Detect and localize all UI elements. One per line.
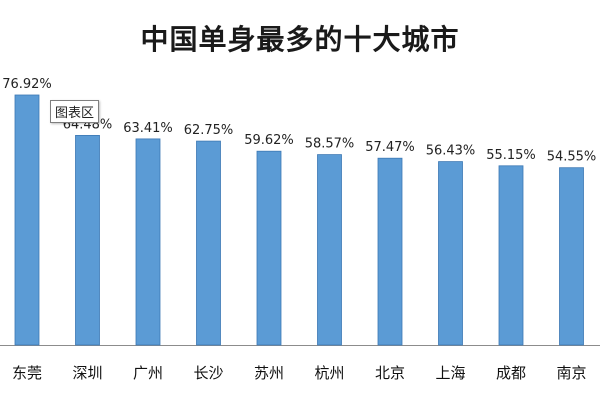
value-label-2: 63.41% <box>123 121 173 136</box>
category-label-9: 南京 <box>556 364 586 382</box>
bar-6 <box>377 157 403 346</box>
bar-1 <box>75 134 100 346</box>
plot-area: 76.92%64.48% 63.41% 62.75%59.62% 58.57% 57.4… <box>0 77 600 382</box>
value-label-8: 55.15% <box>486 148 536 163</box>
bar-7 <box>438 161 463 346</box>
bar-8 <box>498 165 524 346</box>
chart-area-tooltip: 图表区 <box>50 100 100 123</box>
category-label-3: 长沙 <box>193 364 223 382</box>
bars-group <box>14 94 584 346</box>
category-label-0: 东莞 <box>12 364 42 382</box>
value-label-9: 54.55% <box>547 150 597 165</box>
bar-0 <box>14 94 40 346</box>
category-label-6: 北京 <box>375 364 405 382</box>
category-label-7: 上海 <box>435 364 465 382</box>
value-label-5: 58.57% <box>305 137 355 152</box>
bar-2 <box>135 138 161 346</box>
value-label-6: 57.47% <box>365 140 415 155</box>
category-label-5: 杭州 <box>314 364 344 382</box>
value-label-4: 59.62% <box>244 133 294 148</box>
bar-9 <box>559 167 584 346</box>
bar-5 <box>317 154 342 346</box>
category-label-4: 苏州 <box>254 364 284 382</box>
chart-title: 中国单身最多的十大城市 <box>140 23 460 56</box>
category-label-2: 广州 <box>133 364 163 382</box>
bar-3 <box>196 140 221 346</box>
value-label-3: 62.75% <box>184 123 234 138</box>
category-labels-group: 东莞 深圳 广州 长沙 苏州 杭州 北京 上海 成都 南京 <box>12 364 587 382</box>
value-labels-group: 76.92%64.48% 63.41% 62.75%59.62% 58.57% 57.4… <box>2 77 596 165</box>
category-label-1: 深圳 <box>72 364 102 382</box>
value-label-7: 56.43% <box>426 144 476 159</box>
value-label-0: 76.92% <box>2 77 52 92</box>
bar-4 <box>256 150 282 346</box>
category-label-8: 成都 <box>496 364 526 382</box>
